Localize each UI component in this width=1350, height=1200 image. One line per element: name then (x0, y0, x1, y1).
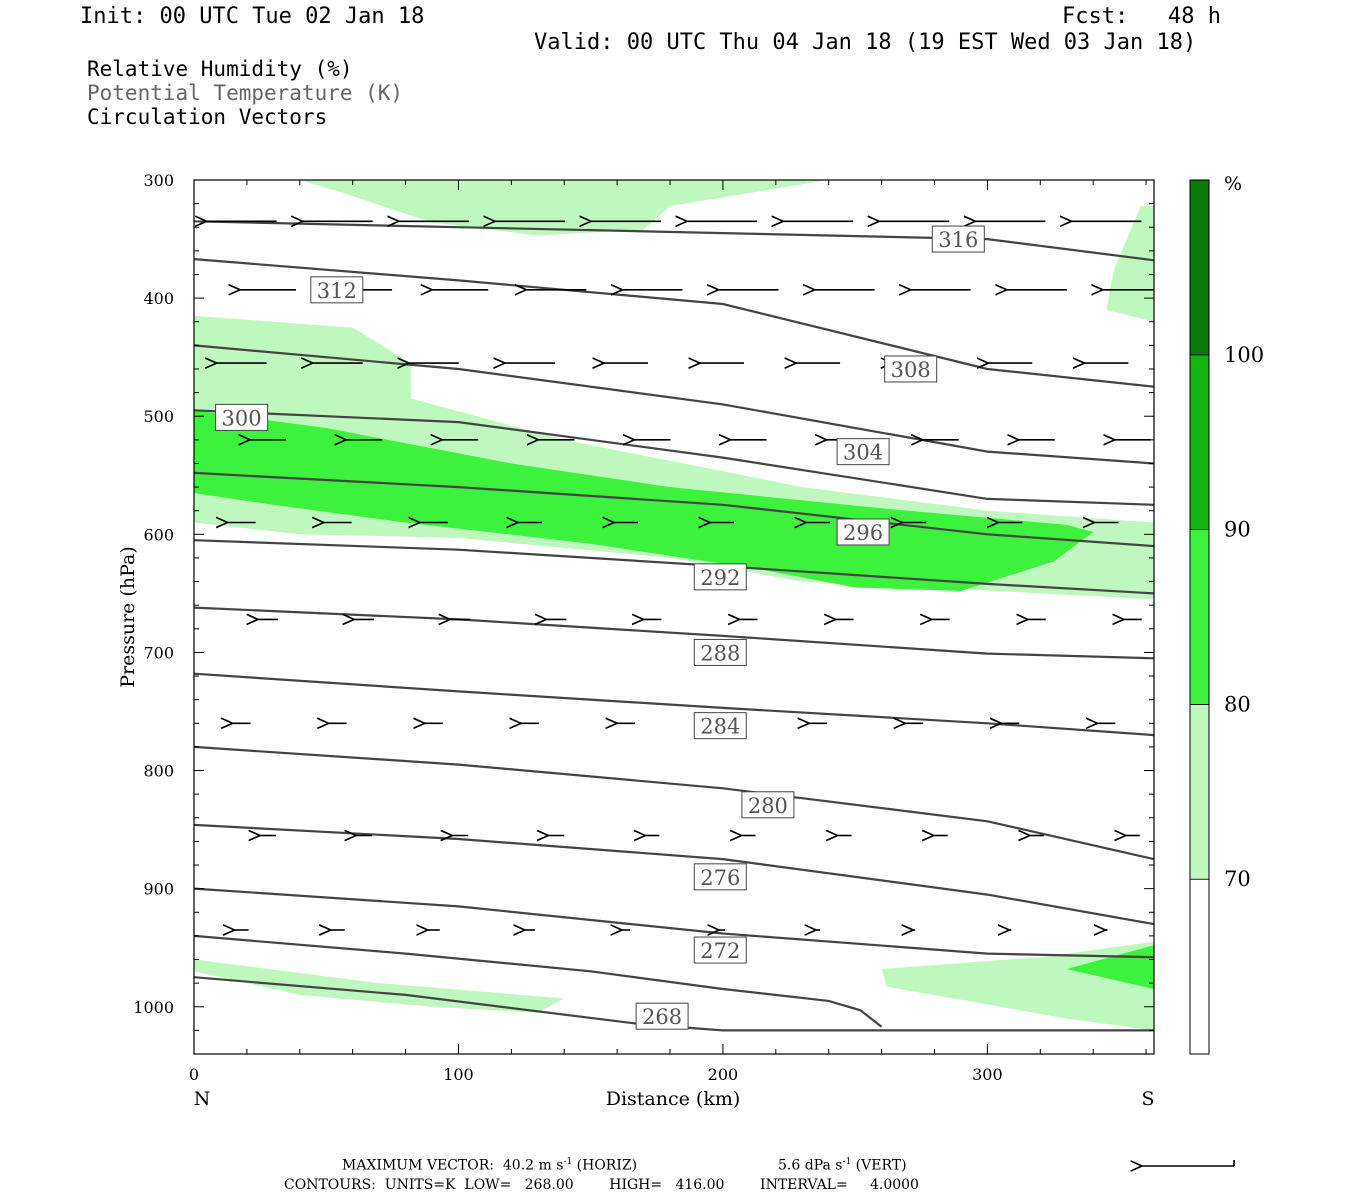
y-tick-label: 400 (143, 289, 174, 308)
contour-label-box-288 (693, 638, 747, 666)
contour-label-304: 304 (843, 441, 883, 465)
max-vector-vert-text: 5.6 dPa s-1 (VERT) (778, 1157, 907, 1174)
y-tick-label: 800 (143, 762, 174, 781)
valid-time: Valid: 00 UTC Thu 04 Jan 18 (19 EST Wed … (534, 30, 1197, 55)
max-vector-vert-value: 5.6 dPa s (778, 1157, 843, 1174)
theta-contour-272 (194, 934, 883, 1028)
x-tick-label: 300 (972, 1065, 1003, 1084)
colorbar-segment (1189, 354, 1210, 530)
y-tick-label: 900 (143, 880, 174, 899)
x-tick-label: 200 (708, 1065, 739, 1084)
contour-label-300: 300 (222, 406, 262, 430)
x-left-label-north: N (194, 1088, 211, 1110)
contour-label-296: 296 (843, 521, 883, 545)
rh-region-70-4 (194, 959, 565, 1013)
theta-contour-308 (194, 344, 1154, 465)
init-time: Init: 00 UTC Tue 02 Jan 18 (80, 4, 425, 29)
theta-contour-316 (194, 220, 1154, 262)
x-axis-title: Distance (km) (606, 1088, 741, 1110)
y-tick-label: 700 (143, 643, 174, 662)
plot-frame (193, 179, 1155, 1055)
contour-label-box-292 (693, 563, 747, 591)
theta-contour-276 (194, 887, 1154, 959)
colorbar-label-70: 70 (1224, 867, 1251, 891)
contour-label-288: 288 (700, 641, 740, 665)
contour-info: CONTOURS: UNITS=K LOW= 268.00 HIGH= 416.… (284, 1177, 919, 1193)
contour-label-box-308 (884, 355, 938, 383)
theta-contour-300 (194, 471, 1154, 548)
y-tick-label: 600 (143, 525, 174, 544)
contour-label-box-312 (310, 276, 364, 304)
x-right-label-south: S (1141, 1088, 1154, 1110)
contour-label-272: 272 (700, 939, 740, 963)
contour-label-276: 276 (700, 866, 740, 890)
contour-label-box-276 (693, 863, 747, 891)
colorbar-label-100: 100 (1224, 343, 1264, 367)
theta-contour-280 (194, 823, 1154, 926)
theta-contour-284 (194, 745, 1154, 861)
contour-label-284: 284 (700, 715, 740, 739)
max-vector-horiz-unit: (HORIZ) (572, 1157, 638, 1174)
contour-label-box-272 (693, 936, 747, 964)
colorbar-label-90: 90 (1224, 518, 1251, 542)
max-vector-text: MAXIMUM VECTOR: 40.2 m s-1 (HORIZ) (342, 1157, 638, 1174)
colorbar-label-80: 80 (1224, 692, 1251, 716)
colorbar-segment (1189, 704, 1210, 880)
field-label-vectors: Circulation Vectors (87, 105, 328, 129)
contour-label-box-300 (215, 403, 269, 431)
colorbar-frame (1189, 179, 1210, 1055)
theta-contour-288 (194, 672, 1154, 737)
y-tick-label: 1000 (133, 998, 174, 1017)
contour-label-292: 292 (700, 566, 740, 590)
max-vector-horiz-value: MAXIMUM VECTOR: 40.2 m s (342, 1157, 564, 1174)
y-tick-label: 500 (143, 407, 174, 426)
rh-region-80-3 (194, 410, 1094, 591)
contour-label-box-316 (931, 225, 985, 253)
max-vector-vert-unit: (VERT) (851, 1157, 907, 1174)
x-tick-label: 0 (189, 1065, 199, 1084)
contour-label-312: 312 (317, 279, 357, 303)
contour-label-316: 316 (938, 228, 978, 252)
contour-label-268: 268 (642, 1005, 682, 1029)
contour-label-box-296 (836, 518, 890, 546)
theta-contour-304 (194, 409, 1154, 506)
field-label-theta: Potential Temperature (K) (87, 81, 404, 105)
contour-label-280: 280 (748, 794, 788, 818)
y-axis-title: Pressure (hPa) (117, 546, 139, 688)
field-label-rh: Relative Humidity (%) (87, 57, 353, 81)
x-tick-label: 100 (443, 1065, 474, 1084)
rh-region-70-0 (299, 180, 829, 236)
theta-contour-292 (194, 606, 1154, 660)
contour-label-box-280 (741, 791, 795, 819)
colorbar-unit: % (1224, 173, 1242, 195)
contour-label-box-284 (693, 712, 747, 740)
theta-contour-312 (194, 258, 1154, 388)
contour-label-308: 308 (891, 358, 931, 382)
colorbar-segment (1189, 878, 1210, 1055)
contour-label-box-304 (836, 438, 890, 466)
colorbar-segment (1189, 179, 1210, 356)
colorbar-segment (1189, 529, 1210, 705)
y-tick-label: 300 (143, 171, 174, 190)
forecast-hour: Fcst: 48 h (1062, 4, 1221, 29)
rh-region-70-1 (1106, 206, 1154, 322)
contour-label-box-268 (635, 1002, 689, 1030)
